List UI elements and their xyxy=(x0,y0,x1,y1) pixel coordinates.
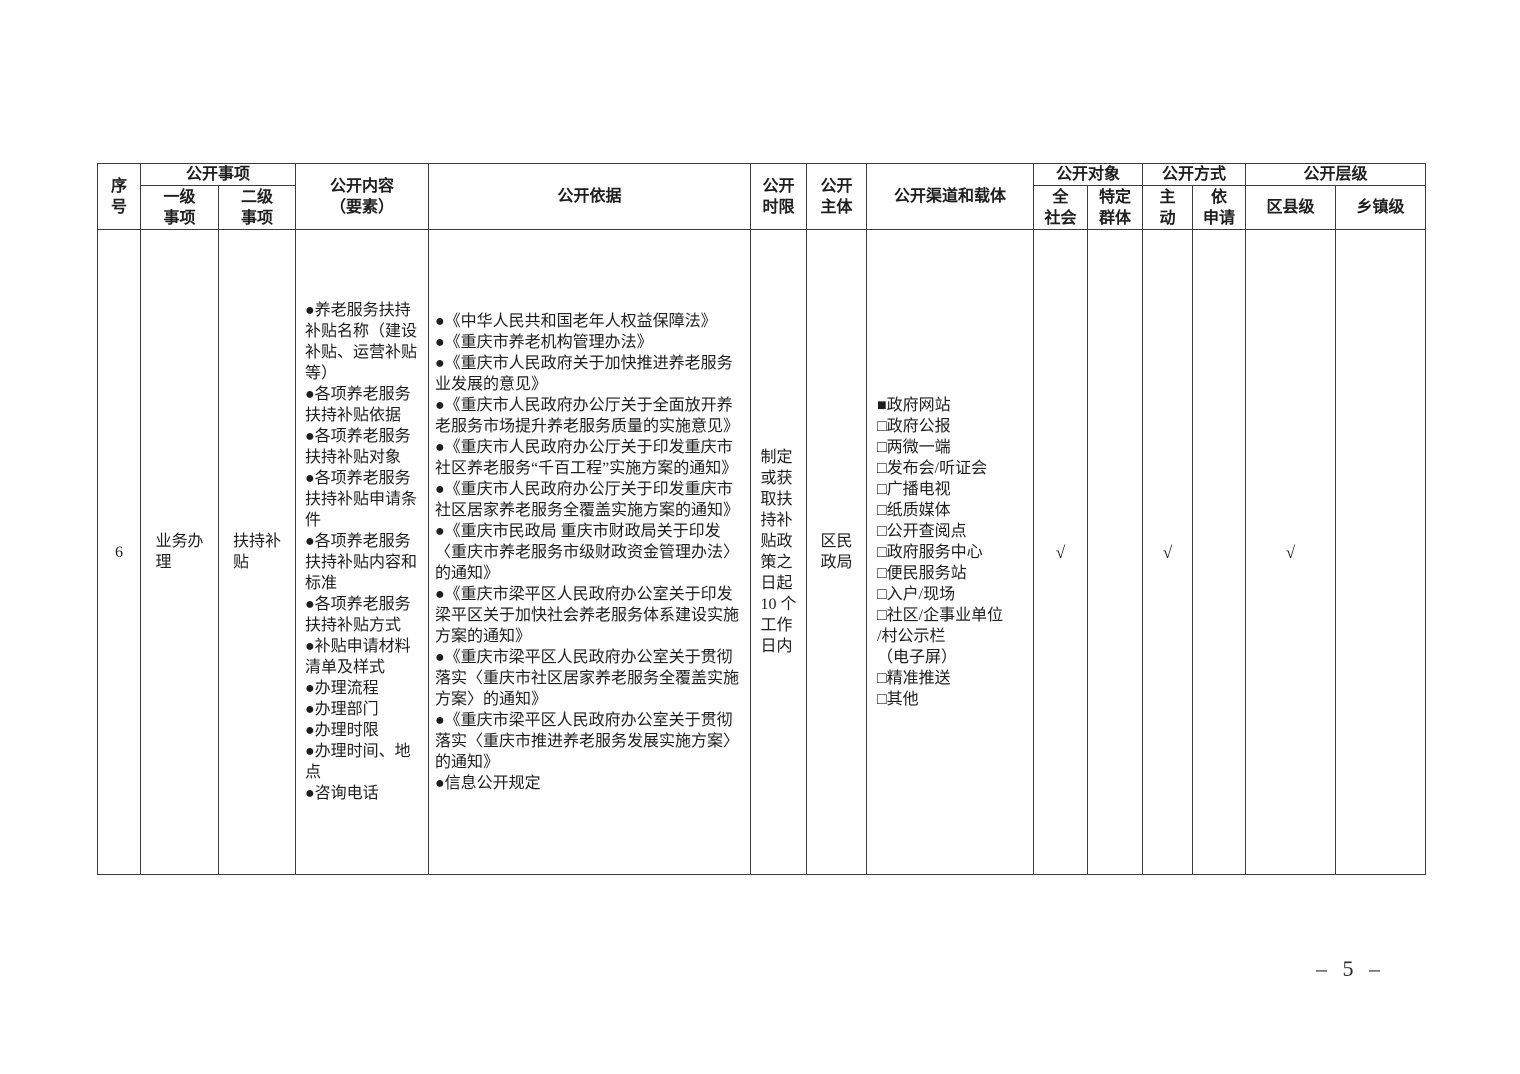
basis-item: ●《重庆市民政局 重庆市财政局关于印发〈重庆市养老服务市级财政资金管理办法〉的通… xyxy=(435,522,740,582)
col-header-item-level2: 二级 事项 xyxy=(217,185,297,230)
page-number: – 5 – xyxy=(1316,956,1385,981)
col-header-item-level1: 一级 事项 xyxy=(140,185,219,230)
cell-subject: 区民 政局 xyxy=(806,229,868,875)
basis-item: ●《重庆市养老机构管理办法》 xyxy=(435,333,653,351)
col-header-subject: 公开 主体 xyxy=(806,163,868,230)
cell-item-level2: 扶持补 贴 xyxy=(217,229,297,875)
checkmark-method-request xyxy=(1192,229,1247,875)
channel-item: □广播电视 xyxy=(877,480,951,498)
col-header-audience-public: 全 社会 xyxy=(1033,185,1089,230)
col-header-content: 公开内容 （要素） xyxy=(295,163,430,230)
col-header-audience-specific: 特定 群体 xyxy=(1087,185,1144,230)
time-limit-text: 制定 或获 取扶 持补 贴政 策之 日起 10 个 工作 日内 xyxy=(760,449,797,655)
content-item: ●办理流程 xyxy=(305,680,379,697)
basis-item: ●《重庆市人民政府办公厅关于印发重庆市社区养老服务“千百工程”实施方案的通知》 xyxy=(435,438,738,477)
content-item: ●各项养老服务扶持补贴对象 xyxy=(305,428,411,466)
col-header-level-township: 乡镇级 xyxy=(1335,185,1427,230)
content-item: ●养老服务扶持补贴名称（建设补贴、运营补贴等） xyxy=(305,302,418,382)
channel-item: □入户/现场 xyxy=(877,585,956,603)
basis-item: ●《重庆市梁平区人民政府办公室关于印发梁平区关于加快社会养老服务体系建设实施方案… xyxy=(435,585,740,645)
content-item: ●办理部门 xyxy=(305,701,379,718)
cell-serial-number: 6 xyxy=(97,229,141,875)
col-header-group-items: 公开事项 xyxy=(139,163,297,186)
checkmark-audience-specific xyxy=(1087,229,1144,875)
checkmark-level-district: √ xyxy=(1245,229,1337,875)
cell-content-elements: ●养老服务扶持补贴名称（建设补贴、运营补贴等） ●各项养老服务扶持补贴依据 ●各… xyxy=(295,229,430,875)
subject-text: 区民 政局 xyxy=(820,533,853,571)
content-item: ●补贴申请材料清单及样式 xyxy=(305,638,411,676)
cell-item-level1: 业务办 理 xyxy=(140,229,219,875)
col-header-group-method: 公开方式 xyxy=(1142,163,1247,186)
checkmark-audience-public: √ xyxy=(1033,229,1089,875)
basis-item: ●《重庆市人民政府关于加快推进养老服务业发展的意见》 xyxy=(435,354,733,393)
table-row: 6 业务办 理 扶持补 贴 ●养老服务扶持补贴名称（建设补贴、运营补贴等） ●各… xyxy=(97,229,1427,875)
basis-item: ●《重庆市人民政府办公厅关于印发重庆市社区居家养老服务全覆盖实施方案的通知》 xyxy=(435,480,740,519)
content-item: ●各项养老服务扶持补贴申请条件 xyxy=(305,470,418,529)
channel-item: □政府公报 xyxy=(877,417,951,435)
channel-item: □公开查阅点 xyxy=(877,522,967,540)
checkmark-level-township xyxy=(1335,229,1427,875)
channel-item: □纸质媒体 xyxy=(877,501,951,519)
content-item: ●各项养老服务扶持补贴依据 xyxy=(305,386,411,424)
cell-disclosure-basis: ●《中华人民共和国老年人权益保障法》 ●《重庆市养老机构管理办法》 ●《重庆市人… xyxy=(428,229,752,875)
basis-item: ●《中华人民共和国老年人权益保障法》 xyxy=(435,312,717,330)
content-item: ●办理时间、地点 xyxy=(305,743,411,781)
col-header-method-request: 依 申请 xyxy=(1192,185,1247,230)
content-item: ●咨询电话 xyxy=(305,785,379,802)
cell-channels: ■政府网站 □政府公报 □两微一端 □发布会/听证会 □广播电视 □纸质媒体 □… xyxy=(866,229,1035,875)
col-header-level-district: 区县级 xyxy=(1245,185,1337,230)
col-header-method-active: 主 动 xyxy=(1142,185,1194,230)
col-header-group-audience: 公开对象 xyxy=(1033,163,1144,186)
basis-item: ●《重庆市梁平区人民政府办公室关于贯彻落实〈重庆市社区居家养老服务全覆盖实施方案… xyxy=(435,648,740,708)
basis-item: ●信息公开规定 xyxy=(435,774,541,792)
channel-item: □两微一端 xyxy=(877,438,951,456)
content-item: ●各项养老服务扶持补贴内容和标准 xyxy=(305,533,418,592)
col-header-basis: 公开依据 xyxy=(428,163,752,230)
channel-item: □发布会/听证会 xyxy=(877,459,988,477)
checkmark-method-active: √ xyxy=(1142,229,1194,875)
col-header-serial: 序 号 xyxy=(97,163,141,230)
col-header-group-level: 公开层级 xyxy=(1245,163,1427,186)
channel-item: □精准推送 xyxy=(877,669,951,687)
channel-item: □政府服务中心 xyxy=(877,543,983,561)
item-level2-text: 扶持补 贴 xyxy=(233,533,282,571)
channel-item: □便民服务站 xyxy=(877,564,967,582)
content-item: ●办理时限 xyxy=(305,722,379,739)
channel-item: □社区/企事业单位 /村公示栏 （电子屏） xyxy=(877,606,1004,666)
cell-time-limit: 制定 或获 取扶 持补 贴政 策之 日起 10 个 工作 日内 xyxy=(750,229,808,875)
channel-item-checked: ■政府网站 xyxy=(877,396,951,414)
content-item: ●各项养老服务扶持补贴方式 xyxy=(305,596,411,634)
col-header-channels: 公开渠道和载体 xyxy=(866,163,1035,230)
item-level1-text: 业务办 理 xyxy=(155,533,204,571)
disclosure-table: 序 号 公开事项 公开内容 （要素） 公开依据 公开 时限 公开 主体 公开渠道… xyxy=(97,163,1427,875)
channel-item: □其他 xyxy=(877,690,919,708)
col-header-time-limit: 公开 时限 xyxy=(750,163,808,230)
basis-item: ●《重庆市人民政府办公厅关于全面放开养老服务市场提升养老服务质量的实施意见》 xyxy=(435,396,740,435)
basis-item: ●《重庆市梁平区人民政府办公室关于贯彻落实〈重庆市推进养老服务发展实施方案〉的通… xyxy=(435,711,740,771)
